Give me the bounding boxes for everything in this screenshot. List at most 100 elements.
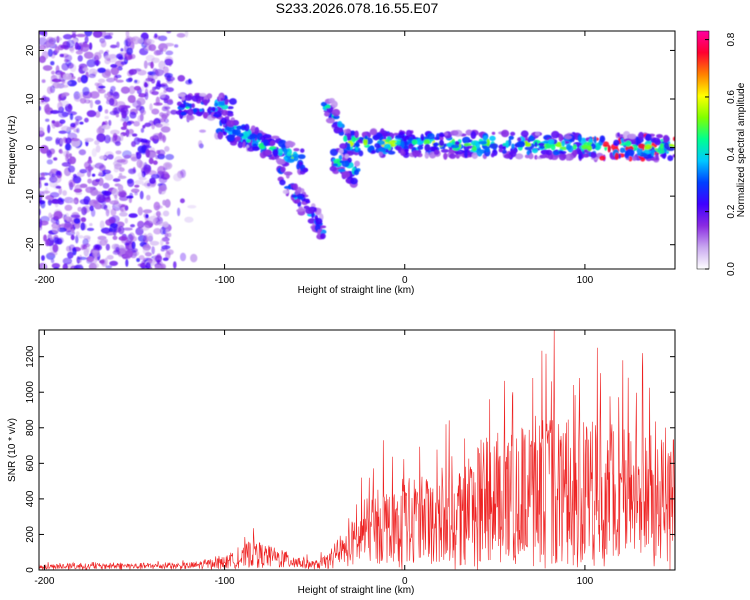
spectrogram-cell: [244, 123, 250, 132]
spectrogram-cell: [51, 262, 61, 269]
colorbar-ticks: 0.8 0.6 0.4 0.2 0.0: [705, 32, 737, 276]
spectrogram-cell: [160, 126, 171, 133]
spectrogram-cell: [97, 67, 106, 73]
spectrogram-cell: [216, 106, 222, 113]
spectrogram-cell: [73, 264, 84, 269]
spectrogram-cell: [150, 174, 160, 179]
spectrogram-cell: [126, 121, 132, 126]
spectrogram-cell: [524, 142, 532, 147]
spectrogram-cell: [395, 135, 403, 139]
spectrogram-cell: [155, 154, 160, 160]
spectrogram-cell: [85, 186, 94, 194]
spectrogram-cell: [558, 133, 563, 142]
spectrogram-cell: [161, 245, 171, 250]
spectrogram-cell: [109, 223, 118, 233]
spectrogram-cell: [438, 133, 445, 138]
spectrogram-cell: [124, 242, 130, 246]
spectrogram-cell: [337, 168, 346, 173]
spectrogram-cell: [405, 129, 413, 138]
spectrogram-cell: [259, 135, 266, 141]
spectrogram-cell: [403, 145, 409, 150]
spectrogram-cell: [57, 227, 67, 233]
spectrogram-cell: [62, 73, 72, 81]
spectrogram-cell: [433, 149, 440, 155]
spectrogram-cell: [160, 239, 164, 246]
spectrogram-cell: [526, 150, 531, 156]
y-tick-label: 1200: [25, 345, 36, 368]
spectrogram-cell: [155, 255, 163, 260]
spectrogram-cell: [625, 140, 632, 147]
spectrogram-cell: [170, 109, 178, 115]
spectrogram-cell: [131, 241, 136, 250]
snr-x-label: Height of straight line (km): [298, 585, 415, 596]
spectrogram-cell: [153, 227, 162, 235]
spectrogram-cell: [180, 111, 187, 116]
spectrogram-cell: [162, 257, 169, 261]
spectrogram-cell: [104, 115, 109, 120]
spectrogram-cell: [545, 149, 553, 156]
spectrogram-cell: [146, 39, 155, 45]
spectrogram-cell: [133, 120, 140, 127]
spectrogram-cell: [60, 84, 69, 88]
spectrogram-cell: [138, 93, 147, 98]
spectrogram-cell: [220, 97, 224, 101]
spectrogram-cell: [158, 185, 168, 192]
spectrogram-cell: [110, 64, 118, 68]
spectrogram-cell: [94, 99, 101, 105]
spectrogram-cell: [84, 137, 94, 142]
spectrogram-cell: [66, 39, 75, 49]
spectrogram-cell: [115, 101, 126, 108]
spectrogram-cell: [293, 156, 299, 162]
spectrogram-cell: [226, 112, 234, 117]
spectrogram-cell: [226, 134, 235, 142]
spectrogram-cell: [607, 144, 611, 153]
spectrogram-cell: [454, 151, 464, 155]
spectrogram-cell: [581, 144, 589, 150]
spectrogram-cell: [104, 68, 112, 77]
spectrogram-cell: [143, 233, 148, 241]
spectrogram-cell: [625, 148, 635, 157]
spectrogram-cell: [636, 152, 642, 156]
spectrogram-cell: [74, 115, 83, 121]
spectrogram-cell: [50, 61, 55, 66]
spectrogram-cell: [113, 163, 122, 170]
spectrogram-cell: [64, 222, 73, 229]
spectrogram-cell: [489, 143, 499, 149]
spectrogram-cell: [72, 174, 77, 178]
spectrogram-cell: [67, 111, 78, 116]
x-tick-label: 0: [402, 576, 408, 587]
spectrogram-cell: [158, 60, 166, 70]
spectrogram-cell: [86, 169, 92, 178]
spectrogram-cell: [95, 178, 100, 183]
spectrogram-cell: [116, 41, 120, 48]
spectrogram-cell: [338, 148, 344, 154]
spectrogram-cell: [164, 163, 171, 168]
spectrogram-cell: [517, 137, 522, 142]
spectrogram-cell: [148, 44, 157, 52]
spectrogram-cell: [62, 257, 73, 265]
spectrogram-cell: [344, 154, 350, 159]
spectrogram-cell: [534, 141, 538, 148]
spectrogram-cell: [387, 150, 396, 155]
spectrogram-cell: [67, 165, 76, 173]
y-tick-label: -10: [25, 188, 36, 203]
spectrogram-cell: [301, 168, 308, 173]
spectrogram-cell: [70, 214, 81, 218]
spectrogram-cell: [137, 37, 144, 44]
spectrogram-cell: [217, 131, 224, 140]
spectrogram-cell: [190, 253, 198, 263]
colorbar-tick-label: 0.8: [726, 32, 737, 46]
spectrogram-cell: [164, 232, 169, 239]
spectrogram-cell: [61, 92, 70, 97]
spectrogram-cell: [84, 31, 93, 37]
spectrogram-cell: [128, 68, 138, 75]
spectrogram-cell: [89, 222, 93, 227]
spectrogram-cell: [61, 78, 66, 85]
spectrogram-cell: [486, 138, 491, 147]
spectrogram-cell: [162, 210, 170, 217]
spectrogram-cell: [443, 152, 448, 160]
spectrogram-cell: [92, 262, 100, 269]
spectrogram-cell: [56, 237, 64, 245]
spectrogram-cell: [149, 240, 160, 246]
spectrogram-cell: [80, 74, 88, 84]
